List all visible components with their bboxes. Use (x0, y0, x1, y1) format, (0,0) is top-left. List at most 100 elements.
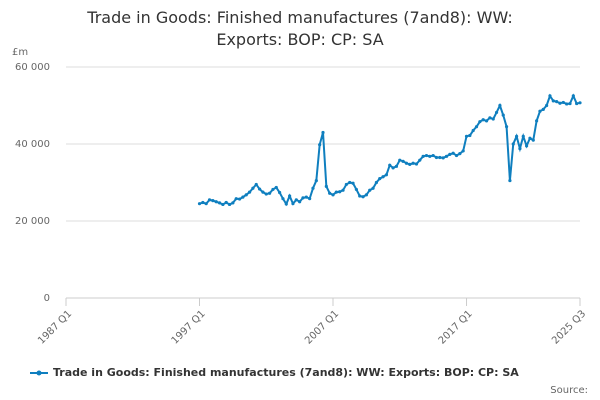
source: Source: (550, 385, 588, 396)
point (278, 190, 282, 195)
point (575, 101, 579, 106)
point (221, 202, 225, 207)
point (531, 138, 535, 142)
point (311, 186, 315, 190)
point (328, 191, 332, 195)
point (244, 193, 248, 197)
point (481, 118, 485, 122)
point (364, 193, 368, 197)
point (451, 151, 455, 155)
series-line (199, 93, 581, 207)
point (504, 125, 509, 129)
point (381, 175, 385, 179)
point (334, 190, 338, 194)
point (555, 100, 559, 104)
point (394, 164, 399, 168)
point (224, 200, 228, 205)
point (558, 101, 562, 105)
point (571, 94, 575, 98)
point (461, 149, 465, 153)
x-tick-label: 2007 Q1 (303, 308, 341, 346)
point (237, 197, 242, 201)
point (341, 188, 345, 192)
point (508, 178, 512, 183)
point (398, 158, 402, 162)
point (354, 187, 358, 192)
point (408, 162, 412, 167)
point (254, 182, 258, 187)
y-tick-label: 40 000 (15, 139, 50, 150)
point (204, 202, 208, 206)
chart-title: Trade in Goods: Finished manufactures (7… (86, 8, 512, 49)
legend-label: Trade in Goods: Finished manufactures (7… (53, 366, 519, 379)
point (528, 136, 532, 140)
point (294, 198, 298, 202)
point (578, 101, 582, 105)
point (404, 161, 409, 165)
point (384, 173, 389, 177)
point (201, 200, 205, 205)
point (338, 190, 342, 194)
point (351, 181, 355, 185)
point (284, 202, 288, 206)
y-tick-label: 20 000 (15, 216, 50, 227)
point (471, 128, 475, 133)
x-tick-label: 1987 Q1 (36, 308, 74, 346)
point (304, 195, 308, 199)
point (401, 159, 405, 163)
point (468, 133, 472, 138)
point (545, 103, 549, 108)
point (494, 110, 499, 115)
point (241, 195, 245, 199)
point (521, 134, 525, 138)
point (424, 153, 429, 158)
point (514, 134, 519, 138)
point (217, 201, 222, 205)
point (454, 153, 459, 158)
y-tick-label: 60 000 (15, 62, 50, 73)
point (431, 153, 435, 158)
point (491, 117, 495, 121)
point (551, 99, 555, 103)
point (267, 191, 272, 195)
point (411, 161, 415, 165)
point (368, 188, 372, 192)
point (538, 109, 542, 113)
point (474, 125, 479, 129)
point (301, 196, 305, 200)
point (441, 156, 445, 160)
point (331, 193, 335, 197)
point (291, 202, 295, 206)
point (501, 113, 505, 117)
point (257, 187, 262, 191)
legend-marker (36, 370, 42, 376)
point (541, 107, 545, 111)
point (378, 177, 382, 181)
y-axis-label: £m (12, 47, 28, 58)
point (561, 100, 565, 105)
point (568, 101, 572, 106)
point (458, 152, 462, 156)
point (211, 198, 215, 203)
point (318, 143, 322, 147)
point (197, 202, 202, 206)
point (234, 197, 238, 201)
point (247, 190, 252, 194)
point (214, 200, 218, 204)
point (227, 202, 232, 207)
point (414, 162, 419, 166)
point (324, 184, 328, 188)
point (418, 158, 422, 162)
point (314, 178, 318, 183)
point (565, 102, 569, 106)
point (251, 186, 255, 190)
point (391, 166, 395, 170)
point (261, 190, 265, 194)
point (518, 147, 522, 151)
point (444, 154, 449, 158)
point (361, 195, 365, 199)
point (478, 120, 482, 124)
point (421, 154, 425, 158)
point (511, 142, 515, 146)
